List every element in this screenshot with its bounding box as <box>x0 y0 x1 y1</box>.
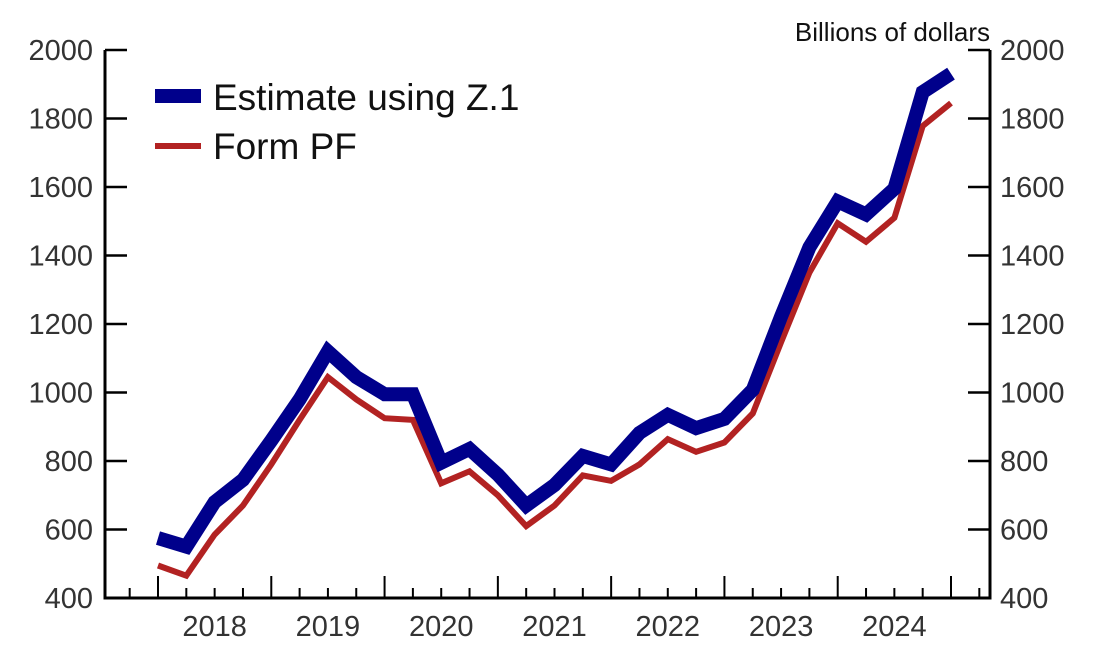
x-tick-label: 2023 <box>749 611 814 643</box>
x-tick-label: 2022 <box>636 611 701 643</box>
y-tick-label-left: 1800 <box>28 104 93 136</box>
y-tick-label-left: 1600 <box>28 172 93 204</box>
legend-label-z1: Estimate using Z.1 <box>213 77 519 118</box>
y-tick-label-left: 600 <box>45 515 93 547</box>
x-tick-label: 2018 <box>182 611 247 643</box>
y-tick-label-right: 2000 <box>1000 35 1065 67</box>
y-tick-label-right: 1400 <box>1000 241 1065 273</box>
x-tick-label: 2024 <box>862 611 927 643</box>
y-tick-label-left: 400 <box>45 583 93 615</box>
x-tick-label: 2019 <box>296 611 361 643</box>
unit-label: Billions of dollars <box>795 17 990 47</box>
y-tick-label-right: 1000 <box>1000 378 1065 410</box>
series-line-form-pf <box>156 100 953 580</box>
legend-label-formpf: Form PF <box>213 126 357 167</box>
legend: Estimate using Z.1 Form PF <box>155 77 519 167</box>
y-tick-label-left: 1200 <box>28 309 93 341</box>
series-line-z1-estimate <box>155 67 955 555</box>
axes: 400 400 600 600 800 800 1000 1000 1200 1200 1400 14… <box>28 35 1064 643</box>
y-tick-label-right: 1800 <box>1000 104 1065 136</box>
x-tick-label: 2021 <box>522 611 587 643</box>
y-tick-label-right: 800 <box>1000 446 1048 478</box>
series-lines <box>155 67 955 580</box>
y-tick-label-left: 1400 <box>28 241 93 273</box>
y-tick-label-left: 800 <box>45 446 93 478</box>
y-tick-label-right: 1200 <box>1000 309 1065 341</box>
y-tick-label-left: 1000 <box>28 378 93 410</box>
x-tick-label: 2020 <box>409 611 474 643</box>
y-tick-label-right: 400 <box>1000 583 1048 615</box>
y-tick-label-right: 1600 <box>1000 172 1065 204</box>
y-tick-label-left: 2000 <box>28 35 93 67</box>
y-tick-label-right: 600 <box>1000 515 1048 547</box>
